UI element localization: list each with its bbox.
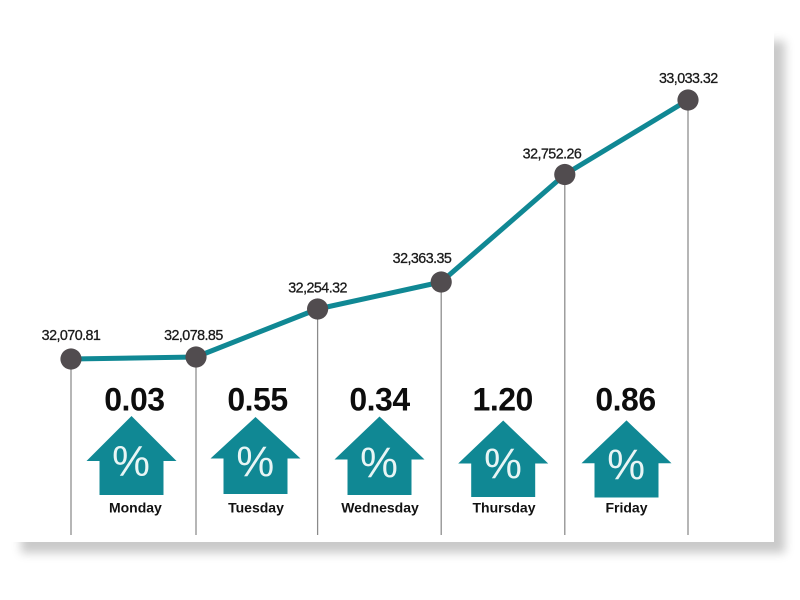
svg-text:0.34: 0.34 (349, 382, 410, 418)
svg-text:%: % (112, 439, 150, 486)
svg-text:1.20: 1.20 (473, 382, 533, 418)
svg-text:32,070.81: 32,070.81 (42, 328, 101, 344)
svg-text:%: % (236, 440, 274, 487)
svg-text:Monday: Monday (109, 500, 162, 516)
svg-text:%: % (360, 441, 398, 488)
svg-text:Friday: Friday (605, 500, 647, 516)
svg-text:0.03: 0.03 (104, 382, 164, 418)
svg-text:Wednesday: Wednesday (341, 500, 419, 516)
svg-text:32,752.26: 32,752.26 (523, 147, 582, 163)
svg-text:%: % (607, 443, 645, 490)
svg-text:33,033.32: 33,033.32 (659, 71, 718, 87)
svg-text:32,363.35: 32,363.35 (393, 251, 452, 267)
svg-text:0.55: 0.55 (227, 382, 287, 418)
svg-text:Thursday: Thursday (472, 500, 535, 516)
svg-text:32,078.85: 32,078.85 (164, 328, 223, 344)
svg-text:32,254.32: 32,254.32 (288, 281, 347, 297)
svg-text:%: % (484, 442, 522, 489)
svg-text:0.86: 0.86 (595, 382, 655, 418)
svg-text:Tuesday: Tuesday (228, 500, 284, 516)
